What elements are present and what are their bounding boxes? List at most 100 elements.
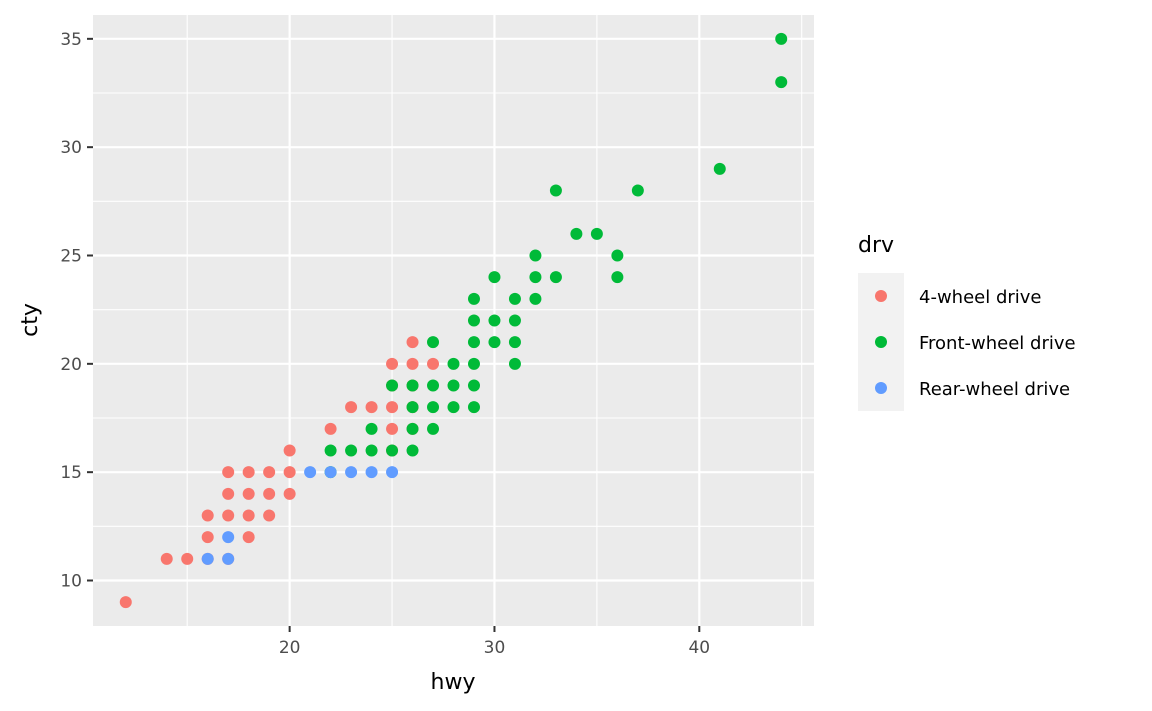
data-point [222,531,235,544]
data-point [508,314,521,327]
y-tick-label: 10 [60,572,82,592]
data-point [406,357,419,370]
x-tick-label: 40 [688,638,710,658]
data-point [365,444,378,457]
data-point [201,531,214,544]
data-point [222,509,235,522]
data-point [508,357,521,370]
data-point [242,509,255,522]
y-tick-label: 20 [60,355,82,375]
x-tick-label: 20 [279,638,301,658]
y-tick-label: 25 [60,247,82,267]
data-point [488,336,501,349]
data-point [508,336,521,349]
data-point [222,552,235,565]
data-point [467,379,480,392]
data-point [222,466,235,479]
data-point [201,509,214,522]
y-axis: 10 15 20 25 30 35 [60,30,93,592]
data-point [427,379,440,392]
data-point [283,444,296,457]
data-point [549,271,562,284]
legend-key-dot [875,290,887,302]
legend-key-dot [875,382,887,394]
data-point [447,379,460,392]
data-point [467,292,480,305]
data-point [386,401,399,414]
data-point [467,357,480,370]
plot-panel [93,15,814,626]
data-point [775,76,788,89]
data-point [488,271,501,284]
data-points [119,32,788,609]
data-point [590,227,603,240]
data-point [467,401,480,414]
major-gridlines [93,15,814,626]
data-point [242,466,255,479]
legend-keys: 4-wheel drive Front-wheel drive Rear-wheel… [858,273,1076,411]
data-point [611,249,624,262]
data-point [242,531,255,544]
data-point [447,401,460,414]
data-point [406,379,419,392]
data-point [181,552,194,565]
data-point [427,422,440,435]
data-point [283,466,296,479]
data-point [304,466,317,479]
y-axis-title: cty [18,303,43,337]
data-point [160,552,173,565]
data-point [222,487,235,500]
y-tick-label: 30 [60,138,82,158]
data-point [529,271,542,284]
data-point [263,466,276,479]
data-point [386,466,399,479]
legend-title: drv [858,233,894,258]
data-point [242,487,255,500]
legend-label: 4-wheel drive [919,287,1042,308]
data-point [386,422,399,435]
data-point [406,336,419,349]
data-point [345,401,358,414]
data-point [119,596,132,609]
data-point [529,292,542,305]
data-point [263,509,276,522]
legend-label: Rear-wheel drive [919,379,1070,400]
data-point [201,552,214,565]
data-point [529,249,542,262]
data-point [775,32,788,45]
legend-key-dot [875,336,887,348]
data-point [406,444,419,457]
y-tick-label: 35 [60,30,82,50]
data-point [447,357,460,370]
data-point [365,401,378,414]
data-point [427,336,440,349]
data-point [427,357,440,370]
data-point [365,466,378,479]
data-point [467,314,480,327]
x-tick-label: 30 [484,638,506,658]
data-point [611,271,624,284]
data-point [386,444,399,457]
x-axis-title: hwy [431,670,476,695]
data-point [488,314,501,327]
data-point [365,422,378,435]
data-point [345,466,358,479]
x-axis: 20 30 40 [279,626,710,658]
data-point [508,292,521,305]
data-point [283,487,296,500]
data-point [324,466,337,479]
data-point [713,162,726,175]
legend-label: Front-wheel drive [919,333,1076,354]
data-point [345,444,358,457]
data-point [386,379,399,392]
data-point [386,357,399,370]
data-point [631,184,644,197]
data-point [324,422,337,435]
data-point [467,336,480,349]
minor-gridlines [93,15,814,626]
data-point [406,401,419,414]
data-point [324,444,337,457]
data-point [570,227,583,240]
data-point [427,401,440,414]
